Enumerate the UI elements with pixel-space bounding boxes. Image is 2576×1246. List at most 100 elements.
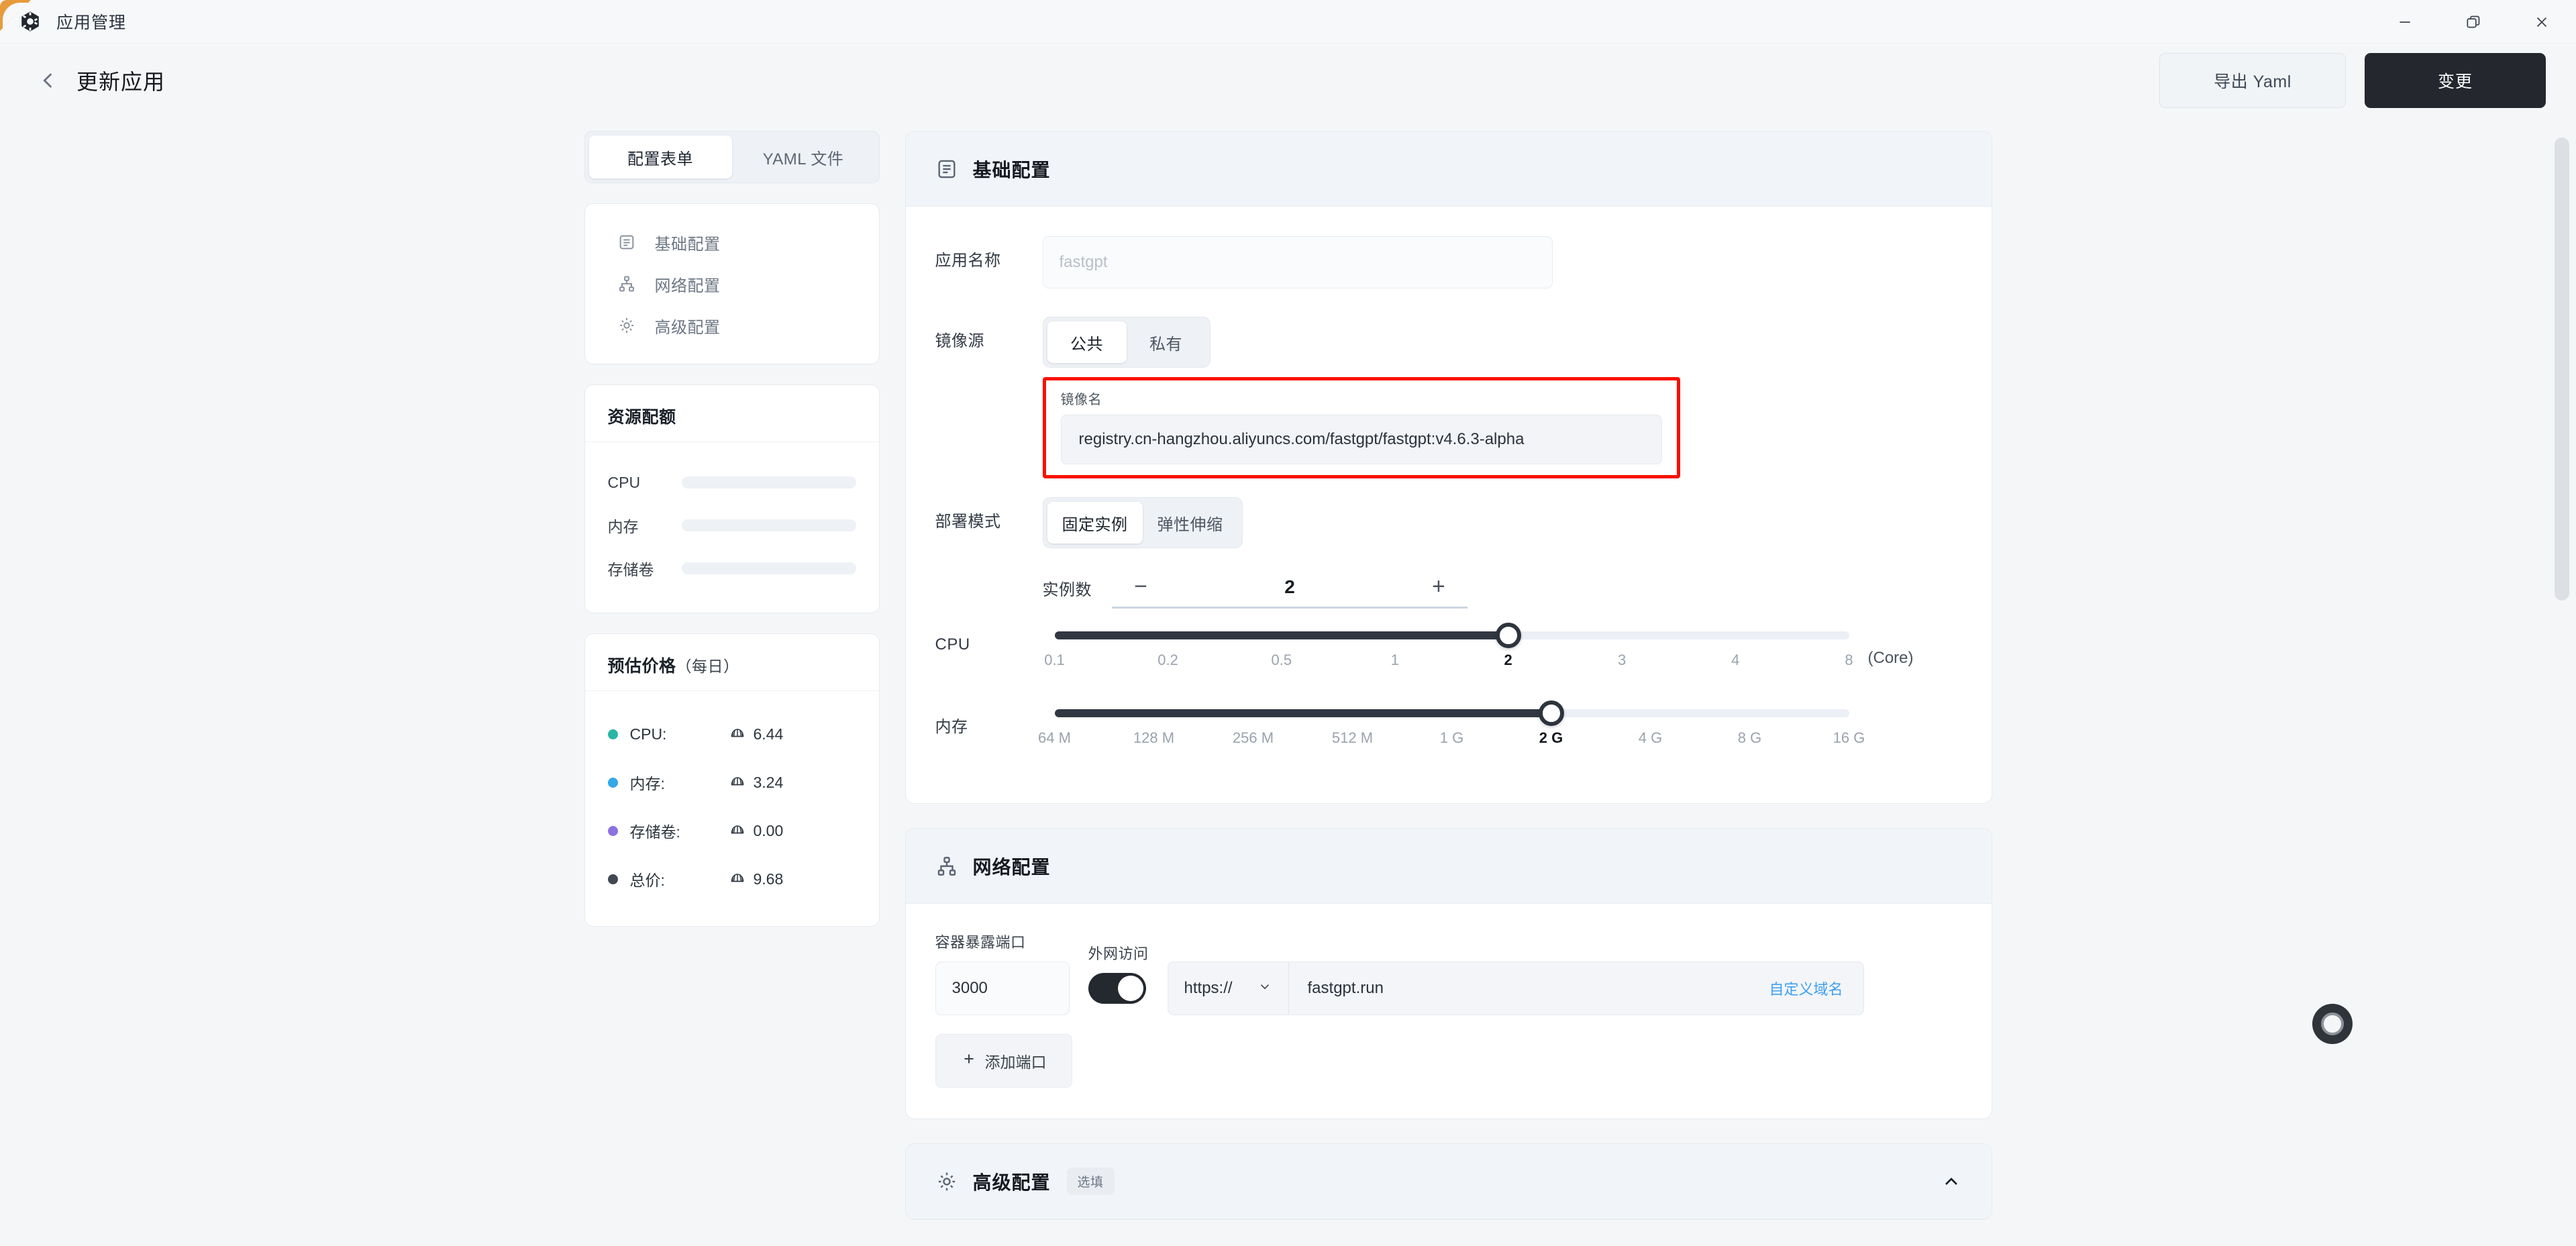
quota-progress-track [681, 562, 856, 574]
image-source-label: 镜像源 [935, 332, 984, 350]
slider-tick[interactable]: 16 G [1833, 729, 1865, 746]
slider-tick-active[interactable]: 2 [1504, 652, 1512, 668]
header-actions: 导出 Yaml 变更 [2159, 53, 2546, 108]
slider-tick[interactable]: 0.5 [1271, 652, 1292, 668]
section-title: 网络配置 [972, 856, 1051, 878]
legend-dot [607, 729, 618, 739]
price-title-strong: 预估价格 [607, 657, 676, 676]
divider [584, 690, 879, 691]
slider-tick[interactable]: 8 G [1737, 729, 1762, 746]
basic-config-body: 应用名称 fastgpt 镜像源 公共 私有 镜像名 reg [906, 207, 1992, 803]
stepper-increment-button[interactable]: + [1432, 574, 1445, 599]
network-config-section: 网络配置 容器暴露端口 3000 外网访问 [905, 828, 1992, 1119]
image-name-highlight-annotation: 镜像名 registry.cn-hangzhou.aliyuncs.com/fa… [1042, 377, 1680, 478]
slider-tick[interactable]: 64 M [1038, 729, 1071, 746]
tab-yaml-file[interactable]: YAML 文件 [762, 150, 844, 168]
app-name-input[interactable]: fastgpt [1042, 236, 1553, 289]
sidebar-item-label: 基础配置 [654, 235, 721, 254]
list-document-icon [935, 158, 958, 180]
scrollbar-thumb[interactable] [2555, 138, 2569, 601]
image-source-private[interactable]: 私有 [1149, 335, 1182, 354]
public-access-column: 外网访问 [1088, 942, 1149, 1015]
resource-quota-title: 资源配额 [607, 408, 676, 427]
protocol-select[interactable]: https:// [1168, 962, 1289, 1015]
chevron-up-icon[interactable] [1941, 1171, 1962, 1192]
cpu-slider-label: CPU [935, 635, 970, 654]
price-row-cpu: CPU: 6.44 [607, 710, 856, 758]
slider-tick-active[interactable]: 2 G [1539, 729, 1563, 746]
slider-track[interactable] [1054, 700, 1849, 726]
public-access-toggle[interactable] [1088, 973, 1146, 1004]
restore-window-button[interactable] [2439, 0, 2508, 44]
slider-tick[interactable]: 128 M [1133, 729, 1175, 746]
sidebar-item-network-config[interactable]: 网络配置 [585, 263, 879, 305]
cpu-slider-unit: (Core) [1867, 649, 1914, 667]
sidebar-item-advanced-config[interactable]: 高级配置 [585, 305, 879, 346]
minimize-button[interactable] [2371, 0, 2439, 44]
price-row-memory: 内存: 3.24 [607, 758, 856, 807]
slider-tick[interactable]: 1 [1390, 652, 1399, 668]
price-label: CPU: [629, 725, 667, 743]
price-amount: 0.00 [753, 821, 784, 839]
section-nav-list: 基础配置 网络配置 [585, 204, 879, 364]
estimated-price-title: 预估价格（每日） [585, 634, 879, 690]
chevron-left-icon[interactable] [35, 67, 62, 94]
basic-config-section: 基础配置 应用名称 fastgpt 镜像源 公共 私有 [905, 131, 1992, 804]
slider-tick[interactable]: 1 G [1439, 729, 1464, 746]
export-yaml-button[interactable]: 导出 Yaml [2159, 53, 2346, 108]
shell-coin-icon [729, 823, 745, 839]
replicas-label: 实例数 [1042, 580, 1092, 599]
vertical-scrollbar[interactable] [2555, 138, 2569, 1246]
price-row-storage: 存储卷: 0.00 [607, 807, 856, 855]
memory-slider-row: 内存 64 M 128 M 256 M 512 M 1 [935, 700, 1962, 760]
stepper-value[interactable]: 2 [1284, 576, 1295, 597]
image-name-input[interactable]: registry.cn-hangzhou.aliyuncs.com/fastgp… [1060, 415, 1662, 464]
slider-tick[interactable]: 8 [1845, 652, 1853, 668]
section-nav-card: 基础配置 网络配置 [584, 203, 880, 364]
section-title: 高级配置 [972, 1172, 1051, 1193]
image-source-toggle-group: 公共 私有 [1042, 317, 1210, 368]
public-access-label: 外网访问 [1088, 945, 1149, 962]
slider-tick[interactable]: 0.2 [1157, 652, 1178, 668]
slider-track[interactable] [1054, 623, 1849, 648]
quota-label: 内存 [607, 518, 639, 535]
stepper-decrement-button[interactable]: − [1134, 574, 1147, 599]
slider-handle[interactable] [1538, 700, 1564, 726]
slider-tick[interactable]: 4 [1731, 652, 1740, 668]
window-titlebar: 应用管理 [0, 0, 2576, 44]
page-title: 更新应用 [76, 70, 166, 94]
public-domain-bar: https:// fastgpt.run 自定义域名 [1167, 962, 1864, 1015]
sidebar-item-label: 网络配置 [654, 276, 721, 295]
slider-handle[interactable] [1495, 623, 1521, 648]
add-port-label: 添加端口 [984, 1053, 1047, 1071]
price-value-group: 9.68 [729, 870, 783, 888]
apply-change-button[interactable]: 变更 [2365, 53, 2546, 108]
slider-tick[interactable]: 3 [1617, 652, 1627, 668]
port-input[interactable]: 3000 [935, 962, 1070, 1015]
slider-tick[interactable]: 512 M [1331, 729, 1374, 746]
deploy-mode-toggle-group: 固定实例 弹性伸缩 [1042, 497, 1243, 548]
close-button[interactable] [2508, 0, 2576, 44]
quota-row-cpu: CPU [608, 461, 856, 504]
image-source-public[interactable]: 公共 [1047, 321, 1127, 363]
domain-input[interactable]: fastgpt.run [1307, 979, 1384, 997]
add-port-button[interactable]: 添加端口 [935, 1034, 1072, 1088]
slider-tick[interactable]: 256 M [1232, 729, 1274, 746]
cpu-slider-ticks: 0.1 0.2 0.5 1 2 3 4 8 [1044, 652, 1853, 682]
deploy-mode-elastic[interactable]: 弹性伸缩 [1157, 515, 1223, 534]
sidebar-item-basic-config[interactable]: 基础配置 [585, 221, 879, 263]
network-hierarchy-icon [617, 274, 644, 293]
slider-tick[interactable]: 0.1 [1044, 652, 1065, 668]
advanced-config-header[interactable]: 高级配置 选填 [905, 1144, 1992, 1219]
memory-slider-label: 内存 [935, 718, 968, 736]
memory-slider[interactable]: 64 M 128 M 256 M 512 M 1 G 2 G 4 G 8 G 1… [1038, 700, 1865, 760]
cpu-slider[interactable]: 0.1 0.2 0.5 1 2 3 4 8 (Core) [1044, 623, 1914, 682]
deploy-mode-fixed[interactable]: 固定实例 [1047, 502, 1143, 543]
custom-domain-link[interactable]: 自定义域名 [1769, 981, 1843, 998]
tab-config-form[interactable]: 配置表单 [588, 136, 732, 178]
price-amount: 6.44 [753, 725, 784, 743]
quota-progress-track [681, 519, 856, 531]
slider-tick[interactable]: 4 G [1638, 729, 1663, 746]
ring-cursor-inner [2321, 1013, 2344, 1035]
port-label: 容器暴露端口 [935, 934, 1026, 951]
